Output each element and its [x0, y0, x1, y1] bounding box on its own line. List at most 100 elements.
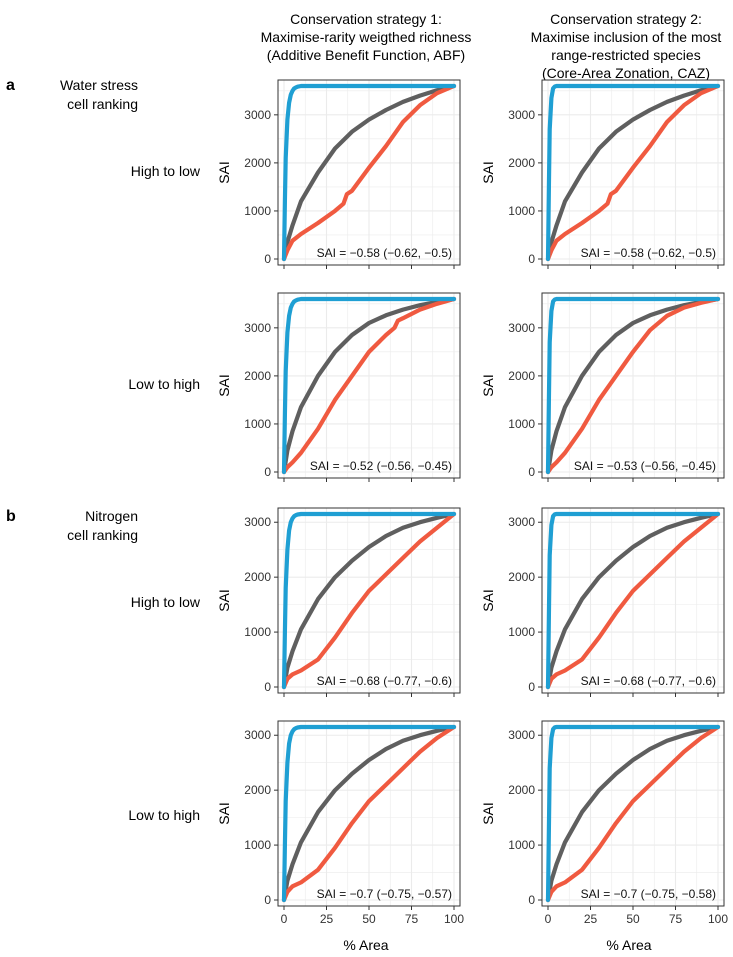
panel-r1-c2-y-axis-label: SAI — [480, 161, 496, 184]
panel-r4-c1-y-axis-label: SAI — [216, 802, 232, 825]
panel-r3-c2-y-tick-label: 3000 — [508, 515, 535, 529]
panel-r1-c2: 0 1000 2000 3000 SAI SAI = −0.58 (−0.62, −0.5… — [480, 79, 725, 269]
panel-r4-c1-x-tick-label: 50 — [362, 912, 376, 926]
panel-r2-c1-y-tick-label: 2000 — [244, 369, 271, 383]
panel-r4-c2-x-tick-label: 100 — [708, 912, 728, 926]
panel-r1-c1: 0 1000 2000 3000 SAI SAI = −0.58 (−0.62, −0.5… — [216, 79, 461, 269]
panel-r3-c2-y-axis-label: SAI — [480, 589, 496, 612]
panel-r3-c2-y-tick-label: 1000 — [508, 625, 535, 639]
row-label-4: Low to high — [128, 807, 200, 823]
panel-r3-c1: 0 1000 2000 3000 SAI SAI = −0.68 (−0.77, −0.6… — [216, 507, 461, 697]
panel-r4-c1-y-tick-label: 0 — [264, 893, 271, 907]
panel-r1-c1-series-red — [281, 83, 457, 262]
section-letter-b: b — [6, 508, 16, 525]
panel-r4-c1-x-tick-label: 100 — [444, 912, 464, 926]
panel-r4-c2-y-tick-label: 0 — [528, 893, 535, 907]
panel-r1-c1-y-tick-label: 1000 — [244, 204, 271, 218]
panel-r4-c2-y-tick-label: 3000 — [508, 728, 535, 742]
column-header-2-line-4: (Core-Area Zonation, CAZ) — [542, 65, 710, 81]
panel-r2-c1: 0 1000 2000 3000 SAI SAI = −0.52 (−0.56, −0.4… — [216, 292, 461, 482]
panel-r1-c1-series-gray — [281, 83, 457, 262]
panel-r2-c2-y-axis-label: SAI — [480, 374, 496, 397]
panel-r2-c2-annotation: SAI = −0.53 (−0.56, −0.45) — [574, 459, 716, 473]
row-label-2: Low to high — [128, 376, 200, 392]
panel-r4-c1-y-tick-label: 3000 — [244, 728, 271, 742]
panel-r2-c1-y-axis-label: SAI — [216, 374, 232, 397]
column-header-2-line-2: Maximise inclusion of the most — [531, 29, 722, 45]
panel-r1-c2-annotation: SAI = −0.58 (−0.62, −0.5) — [581, 246, 716, 260]
panel-r1-c2-series-red — [545, 83, 721, 262]
panel-r4-c1-y-tick-label: 1000 — [244, 838, 271, 852]
panel-r2-c2: 0 1000 2000 3000 SAI SAI = −0.53 (−0.56, −0.4… — [480, 292, 725, 482]
panel-r2-c2-series-gray — [545, 296, 721, 475]
panel-r3-c2-series-red — [545, 511, 721, 690]
panel-r2-c1-y-tick-label: 3000 — [244, 321, 271, 335]
panel-r2-c2-y-tick-label: 0 — [528, 465, 535, 479]
panel-r3-c1-y-tick-label: 0 — [264, 680, 271, 694]
panel-r4-c1-annotation: SAI = −0.7 (−0.75, −0.57) — [317, 887, 452, 901]
panel-r2-c2-y-tick-label: 3000 — [508, 321, 535, 335]
panel-r1-c1-y-axis-label: SAI — [216, 161, 232, 184]
section-a-label-line-2: cell ranking — [67, 96, 138, 112]
panel-r1-c1-series-blue — [281, 83, 457, 262]
panel-r4-c1-series-blue — [281, 724, 457, 903]
row-label-1: High to low — [131, 163, 201, 179]
panel-r1-c1-y-tick-label: 3000 — [244, 108, 271, 122]
section-letter-a: a — [6, 77, 15, 94]
panel-r4-c2-x-tick-label: 50 — [626, 912, 640, 926]
column-header-2-line-1: Conservation strategy 2: — [550, 11, 702, 27]
panel-r4-c1-x-tick-label: 0 — [281, 912, 288, 926]
panel-r3-c2-y-tick-label: 0 — [528, 680, 535, 694]
panel-r2-c1-series-gray — [281, 296, 457, 475]
panel-r2-c2-y-tick-label: 1000 — [508, 417, 535, 431]
panel-r4-c1-x-tick-label: 75 — [405, 912, 419, 926]
panel-r2-c1-series-blue — [281, 296, 457, 475]
panel-r2-c1-annotation: SAI = −0.52 (−0.56, −0.45) — [310, 459, 452, 473]
panel-r2-c2-series-blue — [545, 296, 721, 475]
column-header-1-line-1: Conservation strategy 1: — [290, 11, 442, 27]
panel-r4-c1-series-red — [281, 724, 457, 903]
panel-r1-c2-y-tick-label: 0 — [528, 252, 535, 266]
panel-r4-c2-series-red — [545, 724, 721, 903]
panel-r3-c1-y-tick-label: 2000 — [244, 570, 271, 584]
panel-r2-c1-y-tick-label: 0 — [264, 465, 271, 479]
panel-r3-c2-series-gray — [545, 511, 721, 690]
panel-r4-c1-y-tick-label: 2000 — [244, 783, 271, 797]
panel-r4-c2-series-blue — [545, 724, 721, 903]
panel-r3-c2-y-tick-label: 2000 — [508, 570, 535, 584]
panel-r2-c2-series-red — [545, 296, 721, 475]
panel-r2-c2-y-tick-label: 2000 — [508, 369, 535, 383]
panel-r1-c2-series-blue — [545, 83, 721, 262]
panel-r3-c2-series-blue — [545, 511, 721, 690]
panel-r4-c2-x-tick-label: 75 — [669, 912, 683, 926]
column-header-2-line-3: range-restricted species — [551, 47, 700, 63]
row-label-3: High to low — [131, 594, 201, 610]
panel-r4-c2-annotation: SAI = −0.7 (−0.75, −0.58) — [581, 887, 716, 901]
panel-r1-c1-y-tick-label: 0 — [264, 252, 271, 266]
panel-r2-c1-y-tick-label: 1000 — [244, 417, 271, 431]
panel-r2-c1-series-red — [281, 296, 457, 475]
panel-r4-c1-series-gray — [281, 724, 457, 903]
panel-r4-c2-x-tick-label: 0 — [545, 912, 552, 926]
x-axis-label-col-1: % Area — [343, 937, 388, 953]
panel-r4-c2-series-gray — [545, 724, 721, 903]
panel-r3-c1-series-gray — [281, 511, 457, 690]
x-axis-label-col-2: % Area — [606, 937, 651, 953]
panel-r3-c1-series-red — [281, 511, 457, 690]
column-header-1-line-2: Maximise-rarity weigthed richness — [261, 29, 472, 45]
panel-r4-c2-y-axis-label: SAI — [480, 802, 496, 825]
panel-r1-c2-series-gray — [545, 83, 721, 262]
panel-r3-c1-y-axis-label: SAI — [216, 589, 232, 612]
section-b-label-line-1: Nitrogen — [85, 508, 138, 524]
panel-r3-c1-y-tick-label: 3000 — [244, 515, 271, 529]
panel-r3-c1-series-blue — [281, 511, 457, 690]
column-header-1-line-3: (Additive Benefit Function, ABF) — [267, 47, 465, 63]
panel-r3-c2-annotation: SAI = −0.68 (−0.77, −0.6) — [581, 674, 716, 688]
panel-r1-c2-y-tick-label: 3000 — [508, 108, 535, 122]
panel-r4-c1-x-tick-label: 25 — [320, 912, 334, 926]
panel-r3-c1-y-tick-label: 1000 — [244, 625, 271, 639]
panel-r3-c2: 0 1000 2000 3000 SAI SAI = −0.68 (−0.77, −0.6… — [480, 507, 725, 697]
panel-r1-c2-y-tick-label: 1000 — [508, 204, 535, 218]
